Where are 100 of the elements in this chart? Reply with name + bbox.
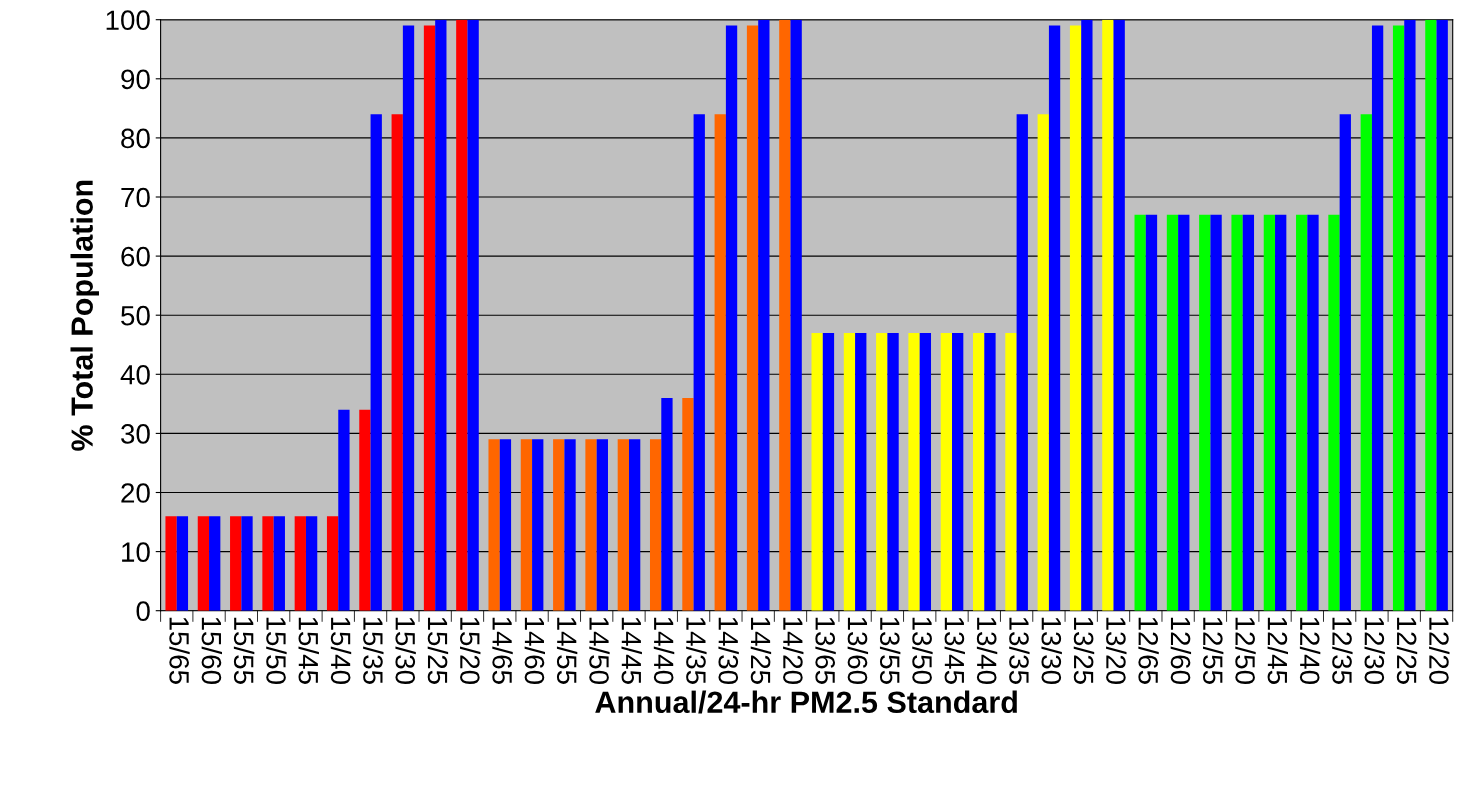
bar [262,516,274,611]
bar [1360,114,1372,611]
x-tick-label: 15/25 [427,617,449,684]
bar [617,439,629,611]
bar [1275,214,1287,611]
bar [887,332,899,611]
bar [1102,19,1114,611]
y-tick-label: 30 [121,424,150,444]
bar [305,516,318,611]
bar [1242,214,1255,611]
bar [241,516,253,611]
y-tick-label: 10 [122,542,150,562]
bar [855,332,867,611]
x-tick-label: 13/35 [1009,617,1030,684]
bar [294,516,306,611]
x-tick-label: 12/25 [1396,617,1418,684]
x-tick-label: 13/25 [1073,617,1095,684]
x-tick-label: 12/65 [1138,617,1159,684]
bar [973,332,985,611]
bar [1069,25,1082,611]
bar [714,114,726,611]
bar [488,439,500,611]
bar [1328,214,1340,611]
bar [532,439,544,611]
x-tick-label: 14/60 [524,617,546,684]
x-tick-label: 14/25 [750,617,772,684]
bar [1231,214,1243,611]
bar [779,19,791,611]
y-tick-label: 100 [106,10,150,31]
bar [359,409,371,611]
y-tick-label: 70 [121,187,150,208]
bar [876,332,888,611]
bar [725,25,738,611]
bar [273,516,285,611]
x-tick-label: 14/30 [718,617,739,684]
bar [1339,114,1351,611]
x-tick-label: 13/50 [912,617,933,684]
x-tick-label: 12/35 [1332,617,1353,684]
bar [1436,19,1448,611]
x-tick-label: 12/45 [1267,617,1288,684]
bar [564,439,576,611]
bar [1307,214,1319,611]
bar [1392,25,1405,611]
y-tick-label: 80 [121,128,150,149]
bar [596,439,608,611]
bar [1178,214,1190,611]
x-tick-label: 14/20 [783,617,804,684]
bar [209,516,221,611]
bar [919,332,932,611]
bar [1199,214,1211,611]
x-tick-label: 15/40 [330,617,352,684]
x-tick-label: 13/65 [815,617,836,684]
x-tick-label: 13/45 [944,617,965,684]
y-tick-label: 60 [121,246,150,267]
bar [467,19,479,611]
x-tick-label: 14/65 [492,617,513,684]
x-tick-label: 13/40 [976,617,998,684]
x-tick-label: 13/30 [1041,617,1062,684]
bar [338,409,350,611]
bar [811,332,823,611]
x-tick-label: 15/35 [363,617,384,684]
bar [456,19,468,611]
bar [1134,214,1146,611]
x-tick-label: 13/60 [847,617,869,684]
bar [230,516,242,611]
y-tick-label: 20 [121,483,150,503]
bar [1016,114,1028,611]
bar [326,516,339,611]
bar [1037,114,1049,611]
x-tick-label: 15/45 [298,617,319,684]
bar [1005,332,1017,611]
x-tick-label: 12/50 [1235,617,1256,684]
bar [176,516,189,611]
bar [423,25,436,611]
bar [1263,214,1276,611]
bar [370,114,382,611]
bar [391,114,403,611]
bar [984,332,996,611]
bar [628,439,641,611]
bar [585,439,597,611]
bar [1048,25,1061,611]
x-tick-label: 13/20 [1106,617,1127,684]
x-tick-label: 12/60 [1170,617,1192,684]
y-tick-label: 50 [121,305,150,326]
bar [402,25,415,611]
bar [1166,214,1179,611]
bar [553,439,565,611]
bar [758,19,770,611]
x-tick-label: 15/20 [460,617,481,684]
x-tick-label: 14/35 [686,617,707,684]
bar [1145,214,1158,611]
bar [520,439,533,611]
y-tick-label: 0 [136,601,150,622]
x-tick-label: 15/55 [233,617,255,684]
bar [940,332,953,611]
x-tick-label: 12/30 [1364,617,1385,684]
bar [908,332,920,611]
x-tick-label: 14/55 [556,617,578,684]
bar [1371,25,1384,611]
x-tick-label: 14/50 [589,617,610,684]
